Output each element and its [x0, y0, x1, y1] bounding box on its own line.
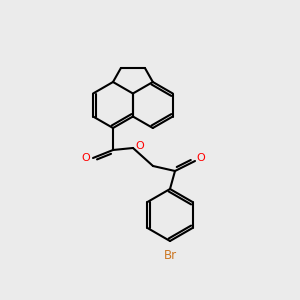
- Text: O: O: [82, 153, 90, 163]
- Text: O: O: [196, 153, 206, 163]
- Text: Br: Br: [164, 249, 177, 262]
- Text: O: O: [136, 141, 144, 151]
